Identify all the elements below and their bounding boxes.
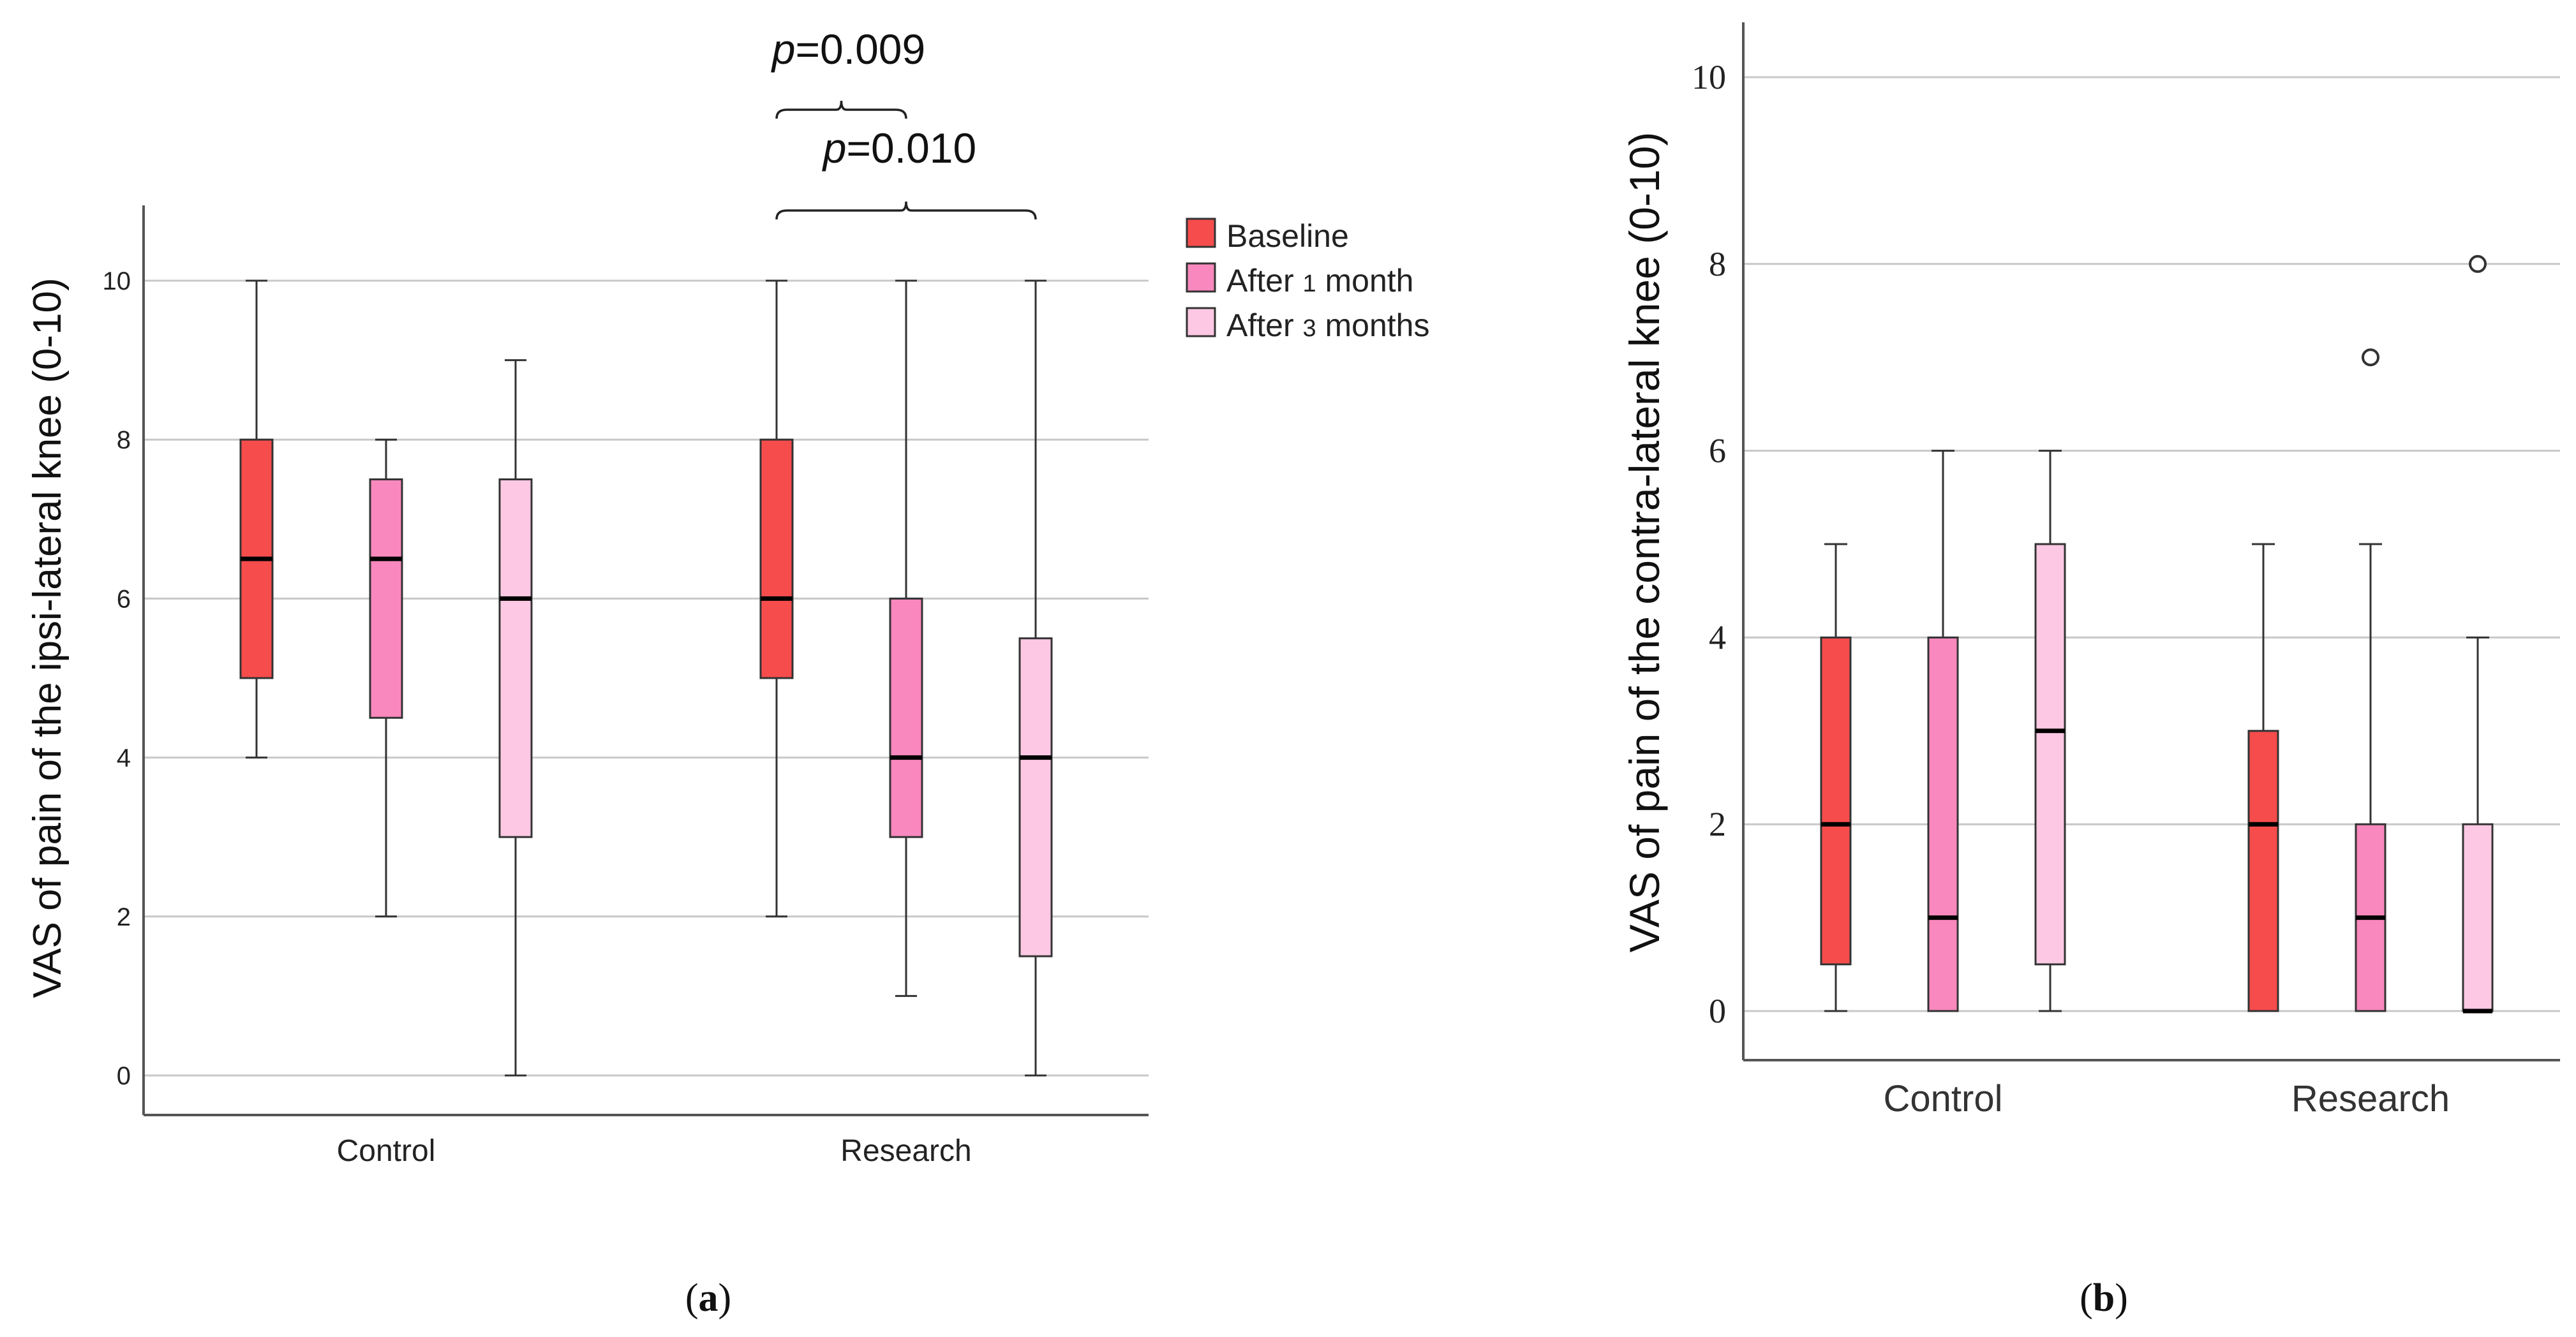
b-boxes xyxy=(1820,255,2494,1014)
b-y-tick-0: 0 xyxy=(1709,992,1726,1030)
a-y-tick-2: 2 xyxy=(117,903,131,931)
b-control-after-1-month-box xyxy=(1927,450,1959,1012)
a-gridlines xyxy=(144,279,1149,1077)
b-x-tick-label-control: Control xyxy=(1884,1078,2003,1119)
b-panel-label: (b) xyxy=(2080,1276,2128,1320)
a-x-tick-label-research: Research xyxy=(840,1134,971,1168)
b-research-baseline-box xyxy=(2247,543,2279,1012)
b-x-tick-label-research: Research xyxy=(2291,1078,2450,1119)
a-x-tick-label-control: Control xyxy=(337,1134,436,1168)
a-control-baseline-box xyxy=(239,279,274,759)
b-y-tick-2: 2 xyxy=(1709,805,1726,843)
b-research-after-3-months-outlier-0 xyxy=(2469,255,2487,273)
a-y-tick-6: 6 xyxy=(117,585,131,613)
a-annotations: p=0.009 p=0.010 xyxy=(771,26,1037,220)
a-boxes xyxy=(239,279,1053,1077)
b-research-after-1-month-outlier-0 xyxy=(2362,348,2379,367)
b-y-tick-8: 8 xyxy=(1709,245,1726,283)
b-research-after-1-month-box xyxy=(2355,348,2386,1012)
a-significance-brace-0 xyxy=(775,100,907,119)
a-y-axis-label: VAS of pain of the ipsi-lateral knee (0-… xyxy=(26,277,70,998)
a-p-value-0: p=0.009 xyxy=(771,26,925,73)
b-control-baseline-iqr xyxy=(1820,636,1852,966)
a-y-tick-10: 10 xyxy=(103,267,131,295)
b-research-after-3-months-box xyxy=(2462,255,2494,1014)
a-research-after-1-month-iqr xyxy=(889,597,923,838)
b-control-after-3-months-iqr xyxy=(2034,543,2066,966)
b-control-baseline-box xyxy=(1820,543,1852,1012)
a-research-after-1-month-box xyxy=(889,279,923,997)
a-control-after-1-month-box xyxy=(369,438,403,918)
panel-b: 0 2 4 6 8 10 Control Research VAS of pain of … xyxy=(1621,22,2560,1320)
legend-swatch-after-1-month xyxy=(1186,262,1216,293)
b-control-after-1-month-iqr xyxy=(1927,636,1959,1012)
a-panel-label: (a) xyxy=(685,1276,731,1320)
legend-swatch-baseline xyxy=(1186,218,1216,248)
b-y-tick-4: 4 xyxy=(1709,618,1726,656)
a-control-after-1-month-iqr xyxy=(369,478,403,719)
legend: Baseline After 1 month After 3 months xyxy=(1186,218,1429,343)
b-y-tick-10: 10 xyxy=(1692,58,1726,96)
a-y-tick-0: 0 xyxy=(117,1062,131,1090)
a-control-after-3-months-box xyxy=(498,359,533,1077)
b-research-after-3-months-iqr xyxy=(2462,823,2494,1012)
a-y-tick-4: 4 xyxy=(117,744,131,772)
a-research-after-3-months-box xyxy=(1018,279,1053,1077)
b-gridlines xyxy=(1743,76,2560,1012)
a-control-after-3-months-iqr xyxy=(498,478,533,838)
b-research-baseline-iqr xyxy=(2247,730,2279,1012)
a-y-tick-8: 8 xyxy=(117,426,131,454)
b-y-tick-6: 6 xyxy=(1709,432,1726,470)
b-control-after-3-months-box xyxy=(2034,450,2066,1012)
a-p-value-1: p=0.010 xyxy=(822,124,976,172)
legend-swatch-after-3-months xyxy=(1186,307,1216,337)
b-y-tick-labels: 0 2 4 6 8 10 xyxy=(1692,58,1726,1030)
a-research-after-3-months-iqr xyxy=(1018,637,1053,957)
legend-label-baseline: Baseline xyxy=(1226,218,1349,254)
a-significance-brace-1 xyxy=(775,201,1037,220)
a-research-baseline-box xyxy=(759,279,794,918)
legend-label-after-1-month: After 1 month xyxy=(1226,263,1413,299)
legend-label-after-3-months: After 3 months xyxy=(1226,307,1429,343)
b-y-axis-label: VAS of pain of the contra-lateral knee (… xyxy=(1621,132,1668,952)
a-y-tick-labels: 0 2 4 6 8 10 xyxy=(103,267,131,1090)
a-research-baseline-iqr xyxy=(759,438,794,679)
